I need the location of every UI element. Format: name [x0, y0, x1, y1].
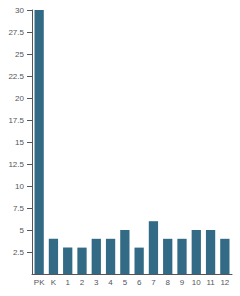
- svg-text:K: K: [51, 278, 57, 287]
- svg-text:12.5: 12.5: [8, 160, 24, 169]
- svg-text:17.5: 17.5: [8, 116, 24, 125]
- svg-text:9: 9: [180, 278, 185, 287]
- svg-text:3: 3: [94, 278, 99, 287]
- svg-text:2.5: 2.5: [13, 248, 25, 257]
- svg-text:10: 10: [192, 278, 201, 287]
- svg-text:1: 1: [65, 278, 70, 287]
- svg-text:4: 4: [108, 278, 113, 287]
- svg-text:5: 5: [123, 278, 128, 287]
- svg-text:11: 11: [206, 278, 215, 287]
- svg-text:PK: PK: [34, 278, 45, 287]
- svg-text:8: 8: [165, 278, 170, 287]
- svg-text:20: 20: [15, 94, 24, 103]
- svg-text:12: 12: [220, 278, 229, 287]
- svg-text:22.5: 22.5: [8, 72, 24, 81]
- svg-text:15: 15: [15, 138, 24, 147]
- svg-text:2: 2: [80, 278, 85, 287]
- svg-text:25: 25: [15, 50, 24, 59]
- svg-text:7: 7: [151, 278, 156, 287]
- svg-text:27.5: 27.5: [8, 28, 24, 37]
- svg-text:5: 5: [20, 226, 25, 235]
- svg-text:6: 6: [137, 278, 142, 287]
- svg-text:30: 30: [15, 6, 24, 15]
- svg-text:10: 10: [15, 182, 24, 191]
- svg-text:7.5: 7.5: [13, 204, 25, 213]
